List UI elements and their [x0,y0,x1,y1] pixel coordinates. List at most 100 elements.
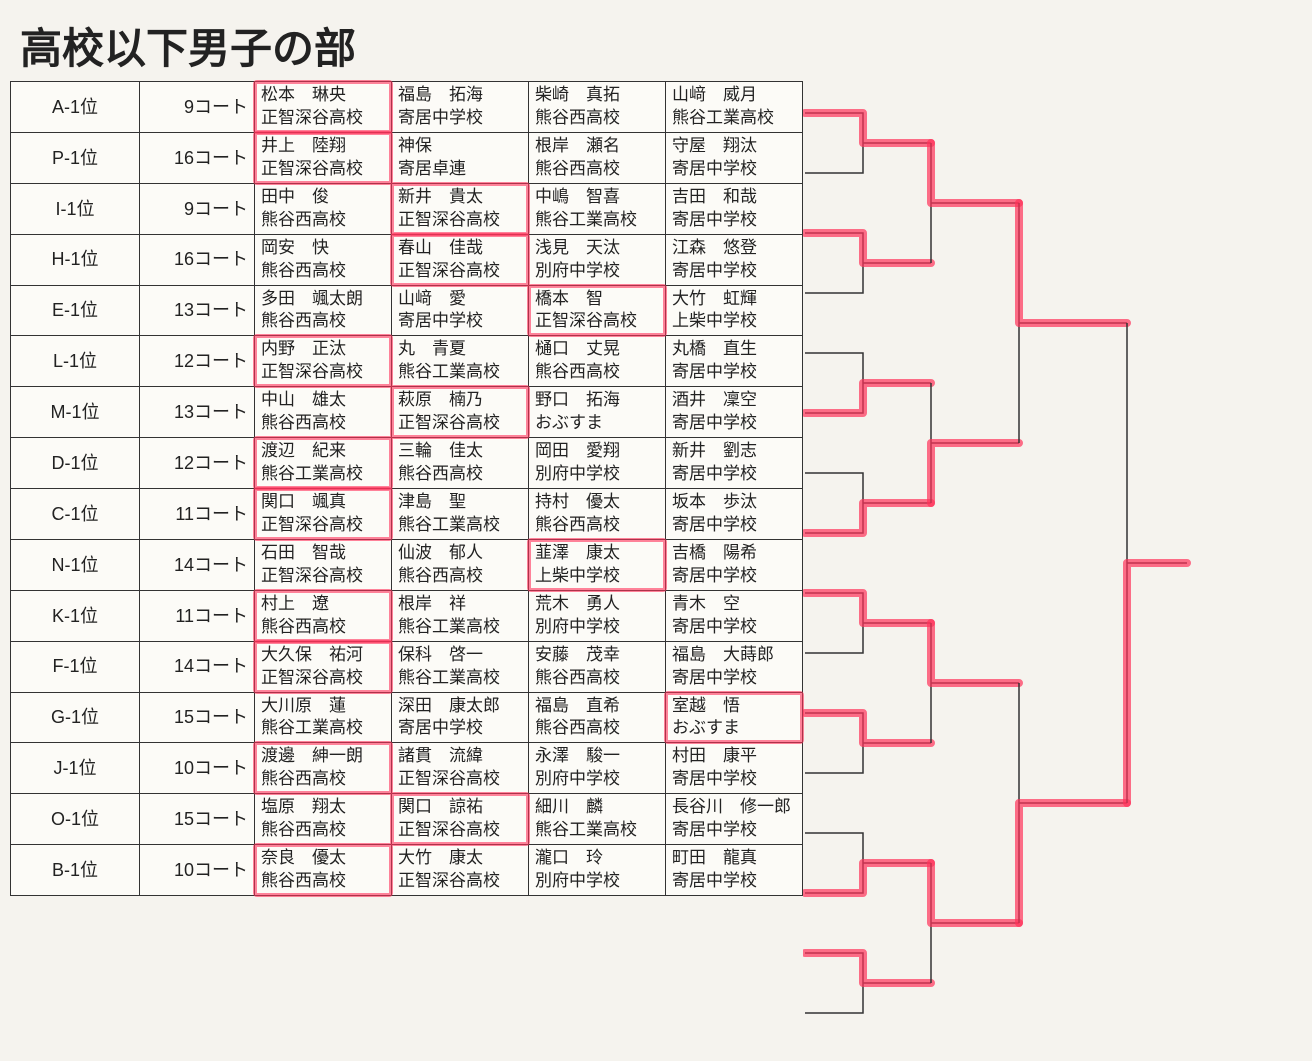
player-name: 持村 優太 [535,491,661,514]
player-name: 浅見 天汰 [535,237,661,260]
player-school: 寄居中学校 [672,819,798,842]
player-name: 守屋 翔汰 [672,135,798,158]
player-school: 正智深谷高校 [398,819,524,842]
player-cell: 浅見 天汰別府中学校 [529,234,666,285]
player-school: 寄居中学校 [672,260,798,283]
table-row: K-1位11コート村上 遼熊谷西高校根岸 祥熊谷工業高校荒木 勇人別府中学校青木… [11,590,803,641]
bracket-lines [803,81,1253,896]
player-school: 寄居中学校 [672,361,798,384]
position-cell: G-1位 [11,692,140,743]
position-cell: O-1位 [11,794,140,845]
player-school: おぶすま [535,412,661,435]
player-cell: 多田 颯太朗熊谷西高校 [255,285,392,336]
table-row: B-1位10コート奈良 優太熊谷西高校大竹 康太正智深谷高校瀧口 玲別府中学校町… [11,845,803,896]
player-name: 安藤 茂幸 [535,644,661,667]
player-cell: 酒井 凜空寄居中学校 [666,387,803,438]
player-name: 福島 直希 [535,695,661,718]
player-name: 深田 康太郎 [398,695,524,718]
player-school: 寄居中学校 [398,717,524,740]
table-row: A-1位9コート松本 琳央正智深谷高校福島 拓海寄居中学校柴崎 真拓熊谷西高校山… [11,82,803,133]
player-cell: 奈良 優太熊谷西高校 [255,845,392,896]
table-row: G-1位15コート大川原 蓮熊谷工業高校深田 康太郎寄居中学校福島 直希熊谷西高… [11,692,803,743]
player-name: 長谷川 修一郎 [672,796,798,819]
position-cell: A-1位 [11,82,140,133]
player-school: 熊谷工業高校 [398,514,524,537]
position-cell: F-1位 [11,641,140,692]
player-school: 熊谷西高校 [261,819,387,842]
player-cell: 三輪 佳太熊谷西高校 [392,438,529,489]
player-cell: 田中 俊熊谷西高校 [255,183,392,234]
player-name: 村上 遼 [261,593,387,616]
player-school: 寄居中学校 [672,870,798,893]
player-name: 瀧口 玲 [535,847,661,870]
player-name: 丸橋 直生 [672,338,798,361]
player-cell: 吉橋 陽希寄居中学校 [666,539,803,590]
player-cell: 深田 康太郎寄居中学校 [392,692,529,743]
player-cell: 村田 康平寄居中学校 [666,743,803,794]
player-cell: 瀧口 玲別府中学校 [529,845,666,896]
player-cell: 内野 正汰正智深谷高校 [255,336,392,387]
player-cell: 大久保 祐河正智深谷高校 [255,641,392,692]
bracket-table: A-1位9コート松本 琳央正智深谷高校福島 拓海寄居中学校柴崎 真拓熊谷西高校山… [10,81,803,896]
player-school: 熊谷西高校 [398,565,524,588]
court-cell: 16コート [140,132,255,183]
player-name: 韮澤 康太 [535,542,661,565]
player-cell: 岡田 愛翔別府中学校 [529,438,666,489]
player-school: 熊谷西高校 [261,768,387,791]
player-name: 樋口 丈晃 [535,338,661,361]
player-name: 仙波 郁人 [398,542,524,565]
court-cell: 11コート [140,489,255,540]
player-school: 熊谷西高校 [398,463,524,486]
position-cell: K-1位 [11,590,140,641]
court-cell: 14コート [140,641,255,692]
player-cell: 室越 悟おぶすま [666,692,803,743]
player-school: 正智深谷高校 [261,514,387,537]
player-school: 熊谷工業高校 [261,463,387,486]
player-name: 新井 貴太 [398,186,524,209]
player-name: 田中 俊 [261,186,387,209]
player-name: 岡安 快 [261,237,387,260]
player-cell: 坂本 歩汰寄居中学校 [666,489,803,540]
player-school: 寄居中学校 [672,514,798,537]
player-name: 石田 智哉 [261,542,387,565]
player-cell: 山﨑 愛寄居中学校 [392,285,529,336]
player-cell: 町田 龍真寄居中学校 [666,845,803,896]
player-cell: 大川原 蓮熊谷工業高校 [255,692,392,743]
player-name: 保科 啓一 [398,644,524,667]
player-cell: 春山 佳哉正智深谷高校 [392,234,529,285]
player-school: 正智深谷高校 [398,209,524,232]
player-name: 松本 琳央 [261,84,387,107]
player-name: 諸貫 流緯 [398,745,524,768]
court-cell: 13コート [140,387,255,438]
player-name: 大久保 祐河 [261,644,387,667]
player-cell: 韮澤 康太上柴中学校 [529,539,666,590]
player-school: 熊谷西高校 [261,412,387,435]
player-cell: 石田 智哉正智深谷高校 [255,539,392,590]
player-name: 村田 康平 [672,745,798,768]
position-cell: E-1位 [11,285,140,336]
player-cell: 関口 諒祐正智深谷高校 [392,794,529,845]
player-cell: 渡辺 紀来熊谷工業高校 [255,438,392,489]
table-row: L-1位12コート内野 正汰正智深谷高校丸 青夏熊谷工業高校樋口 丈晃熊谷西高校… [11,336,803,387]
player-school: 熊谷西高校 [261,209,387,232]
player-cell: 津島 聖熊谷工業高校 [392,489,529,540]
player-school: 熊谷西高校 [535,717,661,740]
table-row: C-1位11コート関口 颯真正智深谷高校津島 聖熊谷工業高校持村 優太熊谷西高校… [11,489,803,540]
player-school: 寄居中学校 [672,616,798,639]
player-name: 新井 劉志 [672,440,798,463]
player-school: 熊谷工業高校 [535,819,661,842]
court-cell: 10コート [140,743,255,794]
player-cell: 山﨑 威月熊谷工業高校 [666,82,803,133]
player-cell: 根岸 瀬名熊谷西高校 [529,132,666,183]
player-name: 橋本 智 [535,288,661,311]
player-name: 酒井 凜空 [672,389,798,412]
player-name: 岡田 愛翔 [535,440,661,463]
player-school: 寄居中学校 [672,667,798,690]
player-school: おぶすま [672,717,798,740]
player-cell: 荒木 勇人別府中学校 [529,590,666,641]
player-cell: 岡安 快熊谷西高校 [255,234,392,285]
player-school: 熊谷西高校 [535,107,661,130]
player-school: 正智深谷高校 [261,667,387,690]
player-school: 寄居中学校 [672,209,798,232]
player-school: 熊谷西高校 [261,616,387,639]
